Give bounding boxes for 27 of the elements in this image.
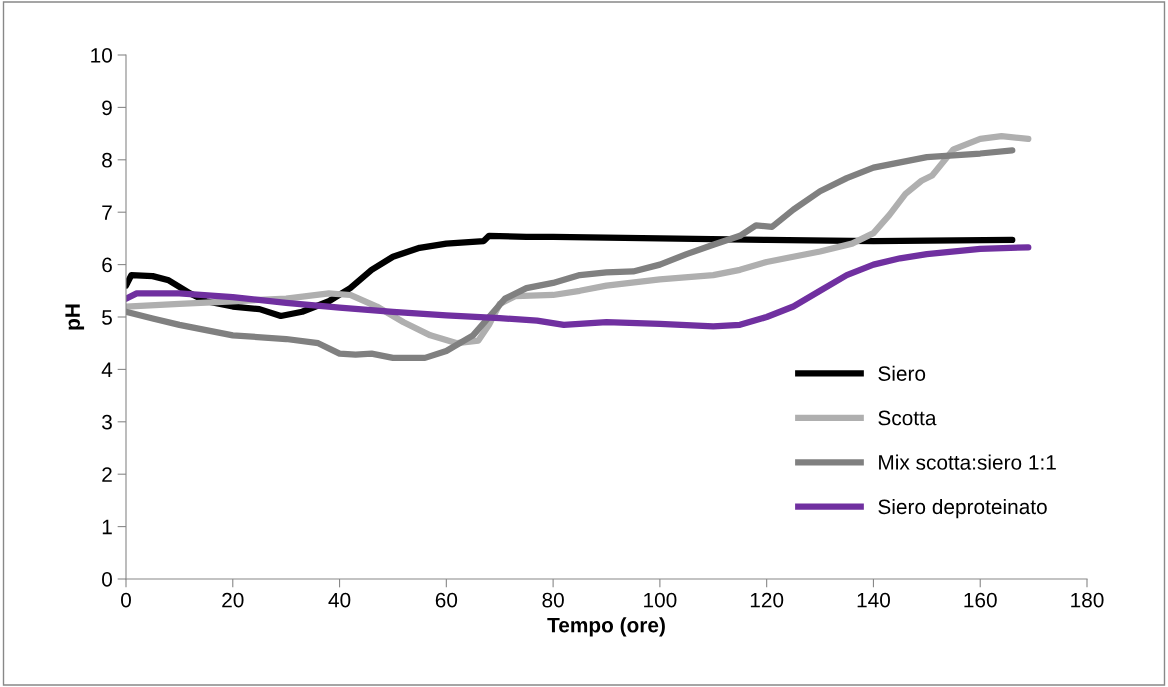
y-tick-label: 0 xyxy=(102,572,112,587)
y-tick-label: 5 xyxy=(102,310,112,325)
legend-label: Mix scotta:siero 1:1 xyxy=(879,454,1056,470)
y-tick-label: 1 xyxy=(102,519,112,535)
x-tick-label: 120 xyxy=(750,592,784,608)
y-tick-label: 10 xyxy=(91,48,112,63)
y-tick-label: 3 xyxy=(102,414,112,430)
x-tick-label: 180 xyxy=(1071,592,1104,608)
y-axis-title: pH xyxy=(65,304,85,330)
y-tick-label: 6 xyxy=(102,257,112,273)
x-tick-label: 140 xyxy=(857,592,891,608)
legend-label: Siero xyxy=(878,365,926,381)
x-tick-label: 20 xyxy=(222,592,244,608)
x-tick-label: 60 xyxy=(435,592,458,608)
y-tick-label: 9 xyxy=(102,100,112,116)
x-tick-label: 160 xyxy=(964,592,997,608)
legend-label: Siero deproteinato xyxy=(878,498,1047,519)
y-tick-label: 8 xyxy=(102,152,112,168)
x-tick-label: 80 xyxy=(542,592,564,608)
x-axis-title: Tempo (ore) xyxy=(547,617,665,637)
x-tick-label: 100 xyxy=(644,592,677,608)
x-tick-label: 40 xyxy=(328,592,351,608)
y-tick-label: 2 xyxy=(102,467,112,482)
y-tick-label: 7 xyxy=(102,205,112,220)
y-tick-label: 4 xyxy=(101,362,113,377)
legend-label: Scotta xyxy=(878,410,937,426)
x-tick-label: 0 xyxy=(121,592,131,608)
